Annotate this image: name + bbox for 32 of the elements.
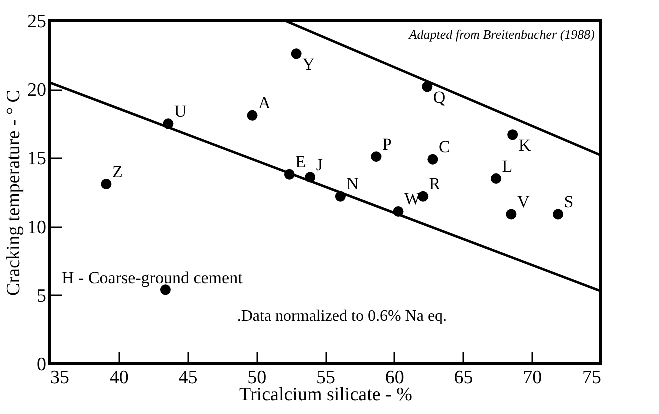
annotation: W [404,190,422,209]
annotation: Z [112,162,123,182]
annotation: H - Coarse-ground cement [62,268,244,288]
annotation: .Data normalized to 0.6% Na eq. [237,308,448,325]
annotation: U [174,102,187,121]
annotation: E [296,152,306,172]
annotation: J [316,155,324,174]
y-tick-label: 10 [28,217,46,238]
annotation: K [518,136,532,155]
annotation: L [502,156,513,176]
x-tick-label: 35 [50,368,70,388]
x-tick-label: 40 [110,368,129,388]
x-tick-label: 75 [582,368,602,388]
x-tick-label: 70 [523,368,542,388]
x-tick-label: 45 [178,368,198,388]
y-axis-title: Cracking temperature - ° C [4,90,24,296]
annotation: S [564,192,574,212]
annotation: Y [302,54,315,74]
y-tick-label: 20 [28,80,46,102]
annotation: V [517,192,530,212]
annotation: Q [433,88,446,107]
annotation: Adapted from Breitenbucher (1988) [408,27,595,42]
y-tick-label: 15 [28,148,46,170]
annotation: A [258,94,272,113]
annotation: N [346,174,359,194]
y-tick-label: 5 [37,286,46,307]
y-tick-label: 25 [28,12,46,32]
annotation: C [438,138,450,157]
annotation: P [382,134,392,154]
annotation: R [429,174,442,194]
x-tick-label: 65 [454,368,474,388]
y-tick-label: 0 [37,354,46,376]
